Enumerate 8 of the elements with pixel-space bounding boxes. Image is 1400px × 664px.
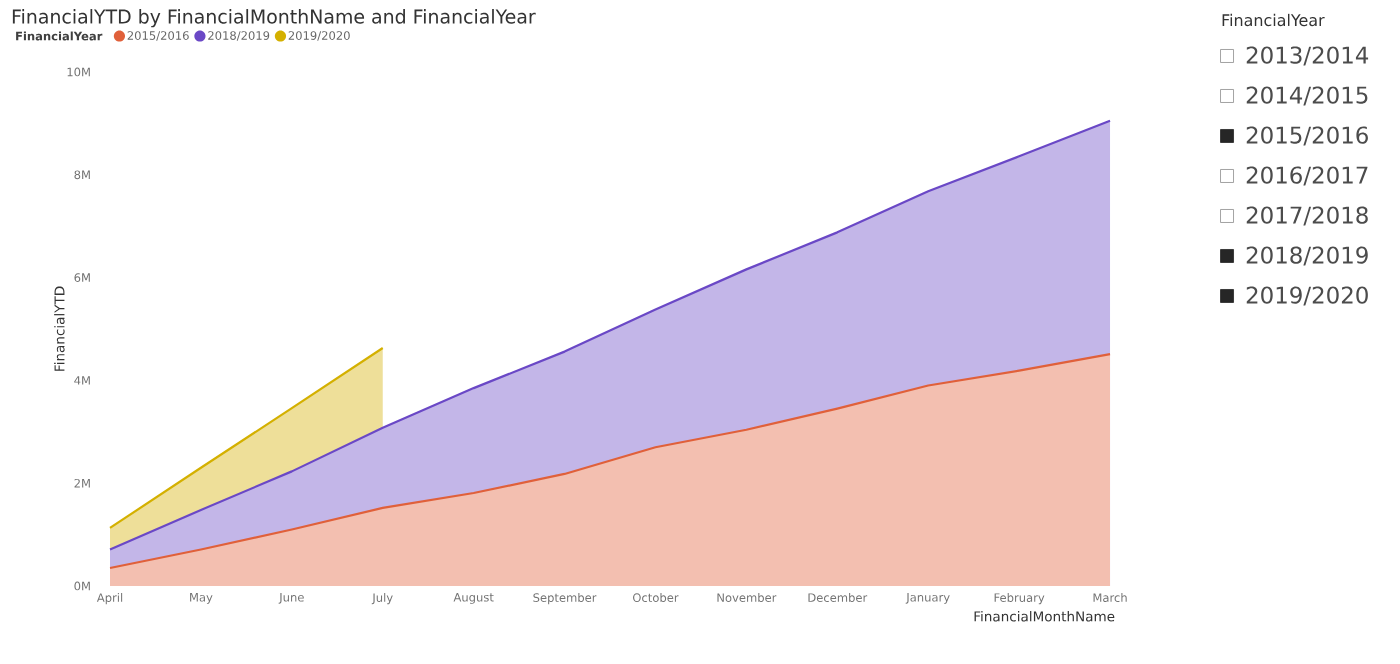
chart-title: FinancialYTD by FinancialMonthName and FinancialYear xyxy=(12,9,536,28)
text: 2013/2014 xyxy=(1246,46,1369,66)
text: 2015/2016 xyxy=(1246,126,1368,146)
text: 2017/2018 xyxy=(1246,206,1368,226)
text: 2018/2019 xyxy=(1246,246,1368,266)
text: 2016/2017 xyxy=(1246,166,1368,186)
text: 2019/2020 xyxy=(1246,286,1368,306)
text: 2014/2015 xyxy=(1246,86,1368,106)
